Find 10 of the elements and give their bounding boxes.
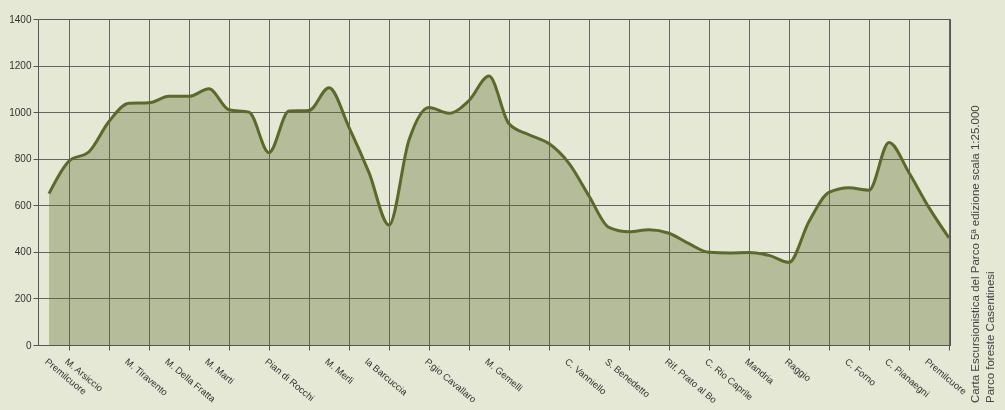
- y-tick-label: 0: [25, 339, 32, 351]
- text: Carta Escursionistica del Parco 5ª edizione scala 1:25.000: [968, 104, 982, 403]
- y-tick-label: 1400: [9, 13, 32, 25]
- y-tick-label: 200: [14, 292, 32, 304]
- text: Parco foreste Casentinesi: [983, 270, 997, 403]
- y-tick-label: 1000: [9, 106, 32, 118]
- y-tick-label: 1200: [9, 60, 32, 72]
- y-tick-label: 800: [14, 153, 32, 165]
- y-tick-label: 400: [14, 246, 32, 258]
- y-tick-label: 600: [14, 199, 32, 211]
